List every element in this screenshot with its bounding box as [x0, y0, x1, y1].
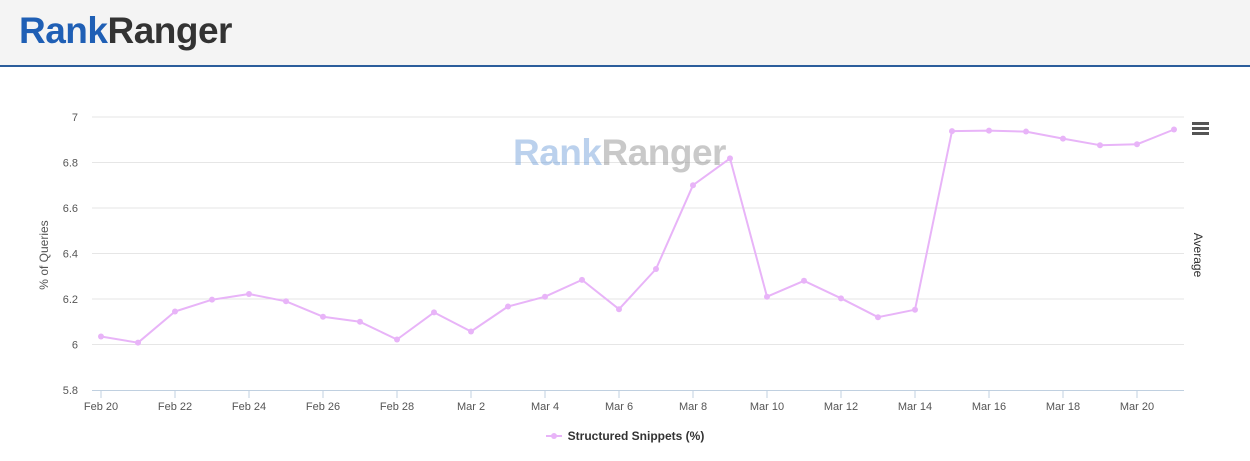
x-tick-label: Feb 22: [158, 401, 192, 413]
y-tick-label: 6.8: [63, 158, 78, 170]
data-point: [1134, 141, 1140, 148]
y-tick-label: 7: [72, 112, 78, 124]
data-point: [357, 318, 363, 325]
watermark-rank-text: Rank: [513, 132, 602, 173]
logo-rank-text: Rank: [19, 10, 108, 51]
x-tick-label: Mar 20: [1120, 401, 1154, 413]
y-axis-title: % of Queries: [37, 220, 51, 290]
data-point: [505, 303, 511, 310]
hamburger-menu-icon[interactable]: [1192, 122, 1209, 136]
data-point: [912, 306, 918, 313]
data-point: [690, 182, 696, 189]
data-point: [246, 290, 252, 297]
x-tick-label: Mar 12: [824, 401, 858, 413]
data-point: [579, 276, 585, 283]
legend-label: Structured Snippets (%): [567, 429, 705, 443]
data-point: [727, 155, 733, 162]
data-point: [838, 295, 844, 302]
x-tick-label: Mar 10: [750, 401, 784, 413]
data-point: [949, 128, 955, 135]
data-point: [653, 265, 659, 272]
y-tick-label: 6.6: [63, 203, 78, 215]
y-tick-label: 6.2: [63, 294, 78, 306]
data-point: [98, 333, 104, 340]
x-tick-label: Mar 16: [972, 401, 1006, 413]
data-point: [468, 328, 474, 335]
x-tick-label: Mar 18: [1046, 401, 1080, 413]
x-tick-label: Mar 2: [457, 401, 485, 413]
data-point: [542, 293, 548, 300]
x-tick-label: Feb 26: [306, 401, 340, 413]
data-point: [431, 309, 437, 316]
data-point: [135, 339, 141, 346]
data-point: [1097, 142, 1103, 149]
legend-swatch: [545, 431, 562, 441]
logo-ranger-text: Ranger: [107, 10, 232, 51]
data-point: [616, 306, 622, 313]
data-point: [986, 127, 992, 134]
y-tick-label: 6: [72, 340, 78, 352]
data-point: [283, 298, 289, 305]
data-point: [875, 314, 881, 321]
x-tick-label: Mar 4: [531, 401, 559, 413]
data-point: [320, 313, 326, 320]
data-point: [1060, 135, 1066, 142]
data-point: [1171, 126, 1177, 133]
y-tick-label: 6.4: [63, 249, 78, 261]
header-bar: RankRanger: [0, 0, 1250, 67]
data-point: [394, 336, 400, 343]
x-tick-label: Feb 20: [84, 401, 118, 413]
chart-legend: Structured Snippets (%): [0, 429, 1250, 444]
x-tick-label: Mar 6: [605, 401, 633, 413]
chart-watermark: RankRanger: [513, 133, 726, 173]
y-tick-label: 5.8: [63, 385, 78, 397]
data-point: [764, 293, 770, 300]
x-tick-label: Mar 8: [679, 401, 707, 413]
legend-item-structured-snippets[interactable]: Structured Snippets (%): [545, 429, 705, 443]
data-point: [801, 277, 807, 284]
series-line-structured-snippets: [100, 128, 1175, 344]
data-point: [172, 308, 178, 315]
x-tick-label: Feb 24: [232, 401, 266, 413]
x-tick-label: Feb 28: [380, 401, 414, 413]
y2-axis-title: Average: [1191, 232, 1205, 278]
line-chart: 5.8 6 6.2 6.4 6.6 6.8 7 Feb 20 Feb 22 Feb 24 Feb 2…: [63, 112, 1184, 413]
data-point: [1023, 128, 1029, 135]
watermark-ranger-text: Ranger: [601, 132, 726, 173]
x-tick-label: Mar 14: [898, 401, 932, 413]
rankranger-logo[interactable]: RankRanger: [19, 11, 232, 51]
data-point: [209, 296, 215, 303]
chart-container: 5.8 6 6.2 6.4 6.6 6.8 7 Feb 20 Feb 22 Feb 24 Feb 2…: [0, 67, 1250, 461]
